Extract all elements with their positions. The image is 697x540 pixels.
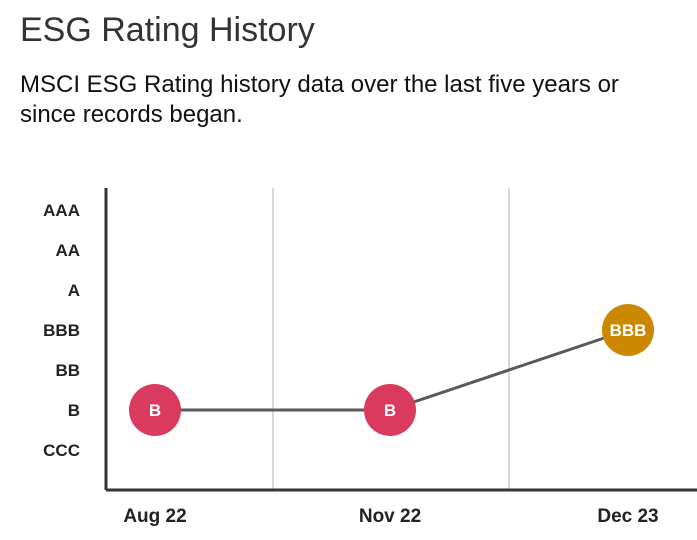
data-point-label: B xyxy=(384,401,396,420)
axis-layer xyxy=(104,188,697,492)
data-point-label: B xyxy=(149,401,161,420)
y-tick-label-aa: AA xyxy=(55,241,80,260)
series-lines xyxy=(155,328,629,412)
y-tick-label-b: B xyxy=(68,401,80,420)
data-point-marker xyxy=(364,384,416,436)
data-point-marker xyxy=(602,304,654,356)
x-tick-label-3: Dec 23 xyxy=(597,506,658,527)
x-tick-label-1: Aug 22 xyxy=(123,506,186,527)
x-tick-labels: Aug 22 Nov 22 Dec 23 xyxy=(123,506,658,527)
y-tick-label-bbb: BBB xyxy=(43,321,80,340)
data-point-label: BBB xyxy=(610,321,647,340)
data-point-1: B xyxy=(129,384,181,436)
y-tick-label-a: A xyxy=(68,281,80,300)
data-point-2: B xyxy=(364,384,416,436)
data-point-marker xyxy=(129,384,181,436)
y-tick-label-aaa: AAA xyxy=(43,201,80,220)
y-tick-label-bb: BB xyxy=(55,361,80,380)
page-title: ESG Rating History xyxy=(20,11,315,49)
series-segment-2 xyxy=(389,328,629,412)
data-point-3: BBB xyxy=(602,304,654,356)
y-tick-label-ccc: CCC xyxy=(43,441,80,460)
x-tick-label-2: Nov 22 xyxy=(359,506,421,527)
grid-layer xyxy=(272,188,510,490)
page-subtitle: MSCI ESG Rating history data over the la… xyxy=(20,71,619,128)
